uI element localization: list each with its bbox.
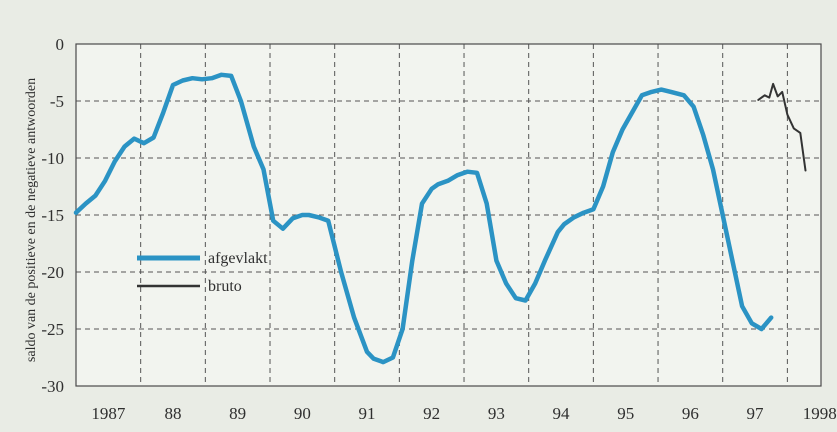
legend-label-bruto: bruto	[208, 278, 242, 295]
x-tick-label: 97	[747, 404, 765, 423]
x-tick-label: 1987	[91, 404, 126, 423]
series	[73, 72, 807, 365]
x-tick-label: 89	[229, 404, 246, 423]
x-axis-ticks: 1987 88 89 90 91 92 93 94 95 96 97 1998	[91, 404, 836, 423]
x-tick-label: 96	[682, 404, 699, 423]
y-tick-label: -25	[41, 320, 64, 339]
legend-label-afgevlakt: afgevlakt	[208, 250, 268, 267]
x-tick-label: 1998	[803, 404, 837, 423]
y-tick-label: -10	[41, 149, 64, 168]
x-tick-label: 91	[359, 404, 376, 423]
x-tick-label: 90	[294, 404, 311, 423]
y-axis-label: saldo van de positieve en de negatieve a…	[24, 78, 39, 362]
x-tick-label: 94	[553, 404, 571, 423]
y-tick-label: 0	[56, 35, 65, 54]
y-tick-label: -5	[50, 92, 64, 111]
x-tick-label: 88	[165, 404, 182, 423]
series-line-bruto	[757, 82, 807, 172]
series-line-afgevlakt	[73, 72, 774, 365]
y-tick-label: -30	[41, 377, 64, 396]
plot-frame	[75, 43, 822, 387]
y-tick-label: -20	[41, 263, 64, 282]
x-tick-label: 92	[423, 404, 440, 423]
y-tick-label: -15	[41, 206, 64, 225]
legend: afgevlakt bruto	[137, 250, 268, 295]
x-tick-label: 95	[617, 404, 634, 423]
y-axis-ticks: 0 -5 -10 -15 -20 -25 -30	[41, 35, 64, 396]
x-tick-label: 93	[488, 404, 505, 423]
plot-area	[73, 43, 822, 387]
